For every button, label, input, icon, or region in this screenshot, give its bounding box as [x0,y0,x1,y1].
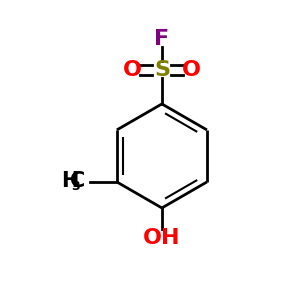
Text: O: O [123,60,142,80]
Text: H: H [61,171,79,191]
Text: C: C [70,171,86,191]
Text: OH: OH [143,228,181,248]
Text: O: O [182,60,201,80]
Text: F: F [154,28,170,49]
Text: 3: 3 [71,180,80,193]
Text: S: S [154,60,170,80]
